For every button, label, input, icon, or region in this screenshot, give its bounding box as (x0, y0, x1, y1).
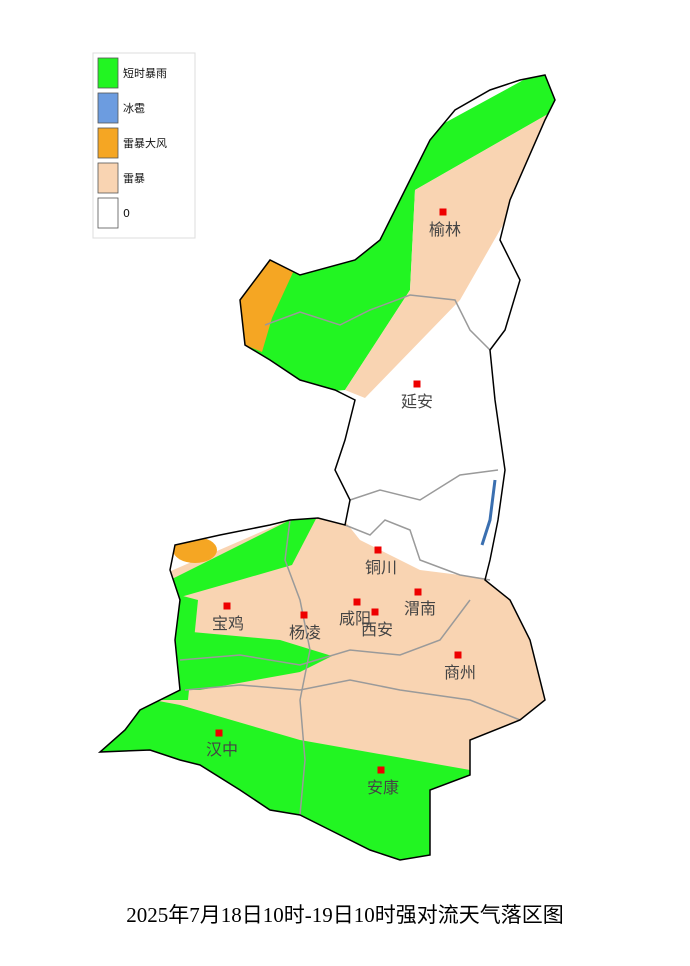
city-marker (374, 546, 382, 554)
district-borders (179, 294, 521, 816)
city-label: 安康 (367, 778, 399, 797)
city-marker (371, 608, 379, 616)
legend-swatch (97, 127, 119, 159)
city-marker (300, 611, 308, 619)
legend-label: 雷暴大风 (123, 136, 167, 150)
legend-swatch (97, 92, 119, 124)
city-label: 西安 (361, 620, 393, 639)
legend-swatch (97, 57, 119, 89)
legend-swatch (97, 162, 119, 194)
city-marker (353, 598, 361, 606)
legend-label: 雷暴 (123, 172, 145, 185)
city-label: 咸阳 (339, 609, 371, 628)
caption: 2025年7月18日10时-19日10时强对流天气落区图 (126, 903, 564, 927)
city-marker (439, 208, 447, 216)
city-label: 汉中 (206, 740, 238, 759)
river (480, 479, 497, 546)
city-marker (414, 588, 422, 596)
city-label: 宝鸡 (212, 614, 244, 633)
city-marker (454, 651, 462, 659)
city-label: 铜川 (365, 558, 397, 577)
city-label: 渭南 (404, 599, 436, 618)
legend-label: 冰雹 (123, 102, 145, 115)
legend-label: 短时暴雨 (123, 66, 167, 80)
city-label: 商州 (444, 663, 476, 682)
city-label: 延安 (401, 392, 433, 411)
legend-swatch (97, 197, 119, 229)
city-label: 榆林 (429, 220, 461, 239)
legend-label: 0 (123, 207, 130, 220)
city-marker (413, 380, 421, 388)
city-marker (215, 729, 223, 737)
city-label: 杨凌 (289, 623, 321, 642)
city-marker (377, 766, 385, 774)
city-marker (223, 602, 231, 610)
